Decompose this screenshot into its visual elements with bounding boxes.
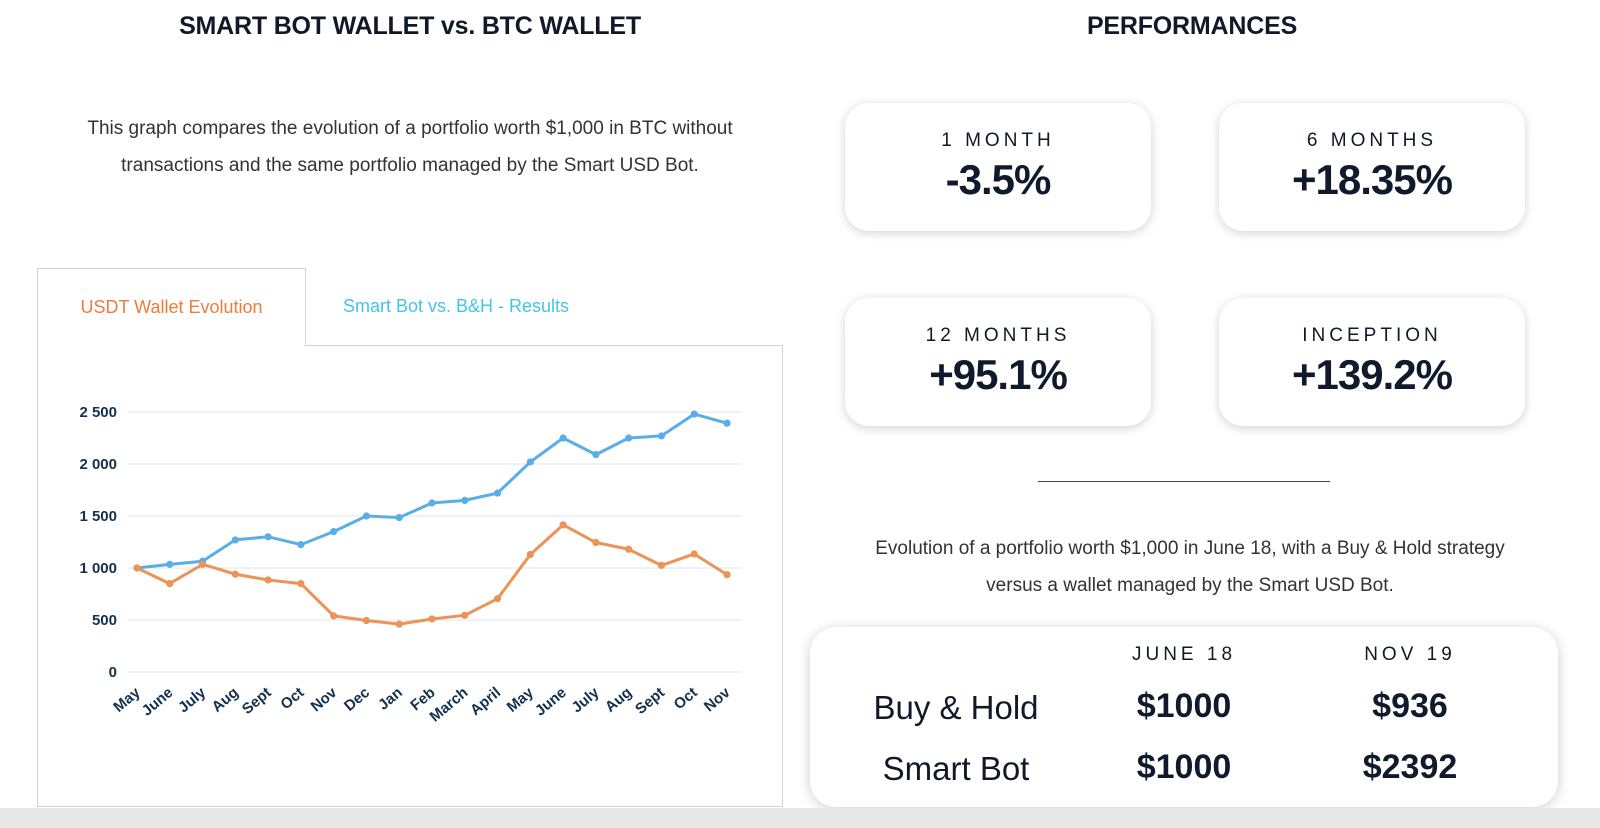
x-tick-label: Aug xyxy=(209,684,242,716)
perf-card-1-month: 1 MONTH -3.5% xyxy=(845,103,1151,231)
series-line-0 xyxy=(136,412,728,570)
tab-label: Smart Bot vs. B&H - Results xyxy=(342,296,570,316)
perf-period: INCEPTION xyxy=(1302,325,1442,346)
data-point xyxy=(166,560,174,568)
chart-intro-text: This graph compares the evolution of a p… xyxy=(87,118,733,176)
data-point xyxy=(428,499,436,507)
data-point xyxy=(493,489,502,497)
x-tick-label: Sept xyxy=(239,684,275,718)
y-tick-label: 0 xyxy=(109,664,117,681)
tab-label: USDT Wallet Evolution xyxy=(80,297,263,317)
data-point xyxy=(559,434,567,442)
x-tick-label: July xyxy=(569,684,603,717)
perf-value: -3.5% xyxy=(945,156,1052,203)
cell-smart-bot-nov-19: $2392 xyxy=(1362,748,1458,786)
y-tick-label: 2 500 xyxy=(79,404,117,421)
y-tick-label: 1 000 xyxy=(79,560,117,577)
y-tick-label: 500 xyxy=(92,612,117,629)
data-point xyxy=(592,538,600,547)
x-tick-label: May xyxy=(504,684,538,716)
data-point xyxy=(559,521,567,529)
perf-value: +18.35% xyxy=(1292,156,1453,203)
x-tick-label: July xyxy=(175,684,209,717)
perf-card-6-months: 6 MONTHS +18.35% xyxy=(1219,103,1525,231)
chart-panel xyxy=(37,345,783,807)
data-point xyxy=(264,533,272,541)
data-point xyxy=(264,576,272,584)
data-point xyxy=(362,616,371,625)
x-tick-label: Sept xyxy=(632,684,668,718)
data-point xyxy=(657,432,666,440)
y-tick-label: 2 000 xyxy=(79,456,117,473)
data-point xyxy=(395,513,403,522)
data-point xyxy=(526,550,534,559)
tab-smart-bot-results[interactable]: Smart Bot vs. B&H - Results xyxy=(306,268,606,345)
bottom-bar xyxy=(0,808,1600,828)
data-point xyxy=(166,580,174,588)
x-tick-label: June xyxy=(532,684,570,720)
perf-value: +95.1% xyxy=(929,351,1068,398)
chart-section-title: SMART BOT WALLET vs. BTC WALLET xyxy=(179,12,641,40)
data-point xyxy=(297,580,305,588)
x-tick-label: Oct xyxy=(671,684,701,713)
data-point xyxy=(362,512,371,520)
perf-period: 12 MONTHS xyxy=(925,325,1071,346)
data-point xyxy=(526,458,534,466)
x-tick-label: June xyxy=(139,684,177,720)
data-point xyxy=(133,564,141,572)
data-point xyxy=(231,536,239,544)
perf-period: 6 MONTHS xyxy=(1306,130,1438,151)
x-tick-label: Nov xyxy=(308,684,341,716)
x-tick-label: Dec xyxy=(341,684,373,715)
data-point xyxy=(657,561,666,569)
cell-buy-hold-nov-19: $936 xyxy=(1372,687,1448,725)
data-point xyxy=(625,434,633,442)
series-line-1 xyxy=(136,523,728,626)
y-tick-label: 1 500 xyxy=(79,508,117,525)
data-point xyxy=(592,451,600,459)
x-tick-label: May xyxy=(110,684,144,716)
chart-grid xyxy=(127,411,742,673)
comparison-table xyxy=(810,627,1558,807)
data-point xyxy=(297,541,305,549)
data-point xyxy=(461,496,469,504)
perf-card-12-months: 12 MONTHS +95.1% xyxy=(845,298,1151,426)
perf-period: 1 MONTH xyxy=(941,130,1055,151)
data-point xyxy=(690,410,698,418)
data-point xyxy=(231,570,239,578)
data-point xyxy=(723,571,731,579)
evolution-text: Evolution of a portfolio worth $1,000 in… xyxy=(875,538,1505,596)
table-header-june-18: JUNE 18 xyxy=(1131,644,1237,665)
tab-usdt-wallet-evolution[interactable]: USDT Wallet Evolution xyxy=(37,268,306,346)
data-point xyxy=(395,620,403,628)
row-label-smart-bot: Smart Bot xyxy=(882,750,1030,787)
data-point xyxy=(493,595,502,603)
data-point xyxy=(428,615,436,623)
x-tick-label: Aug xyxy=(602,684,635,716)
performances-title: PERFORMANCES xyxy=(1086,12,1298,40)
data-point xyxy=(198,560,207,568)
data-point xyxy=(690,550,698,558)
cell-smart-bot-june-18: $1000 xyxy=(1136,748,1232,786)
x-tick-label: March xyxy=(427,684,472,725)
data-point xyxy=(461,611,469,619)
row-label-buy-hold: Buy & Hold xyxy=(873,689,1039,726)
data-point xyxy=(723,419,731,427)
chart-series xyxy=(133,410,731,628)
perf-value: +139.2% xyxy=(1292,351,1453,398)
perf-card-inception: INCEPTION +139.2% xyxy=(1219,298,1525,426)
x-tick-label: Nov xyxy=(701,684,734,716)
data-point xyxy=(625,545,633,553)
x-tick-label: April xyxy=(467,684,504,719)
x-tick-label: Oct xyxy=(277,684,307,713)
y-axis-ticks: 0 500 1 000 1 500 2 000 2 500 xyxy=(79,404,117,681)
x-tick-label: Jan xyxy=(375,684,406,714)
data-point xyxy=(330,612,338,620)
section-divider xyxy=(1038,481,1330,482)
table-header-nov-19: NOV 19 xyxy=(1364,644,1456,665)
data-point xyxy=(330,528,338,536)
cell-buy-hold-june-18: $1000 xyxy=(1136,687,1232,725)
